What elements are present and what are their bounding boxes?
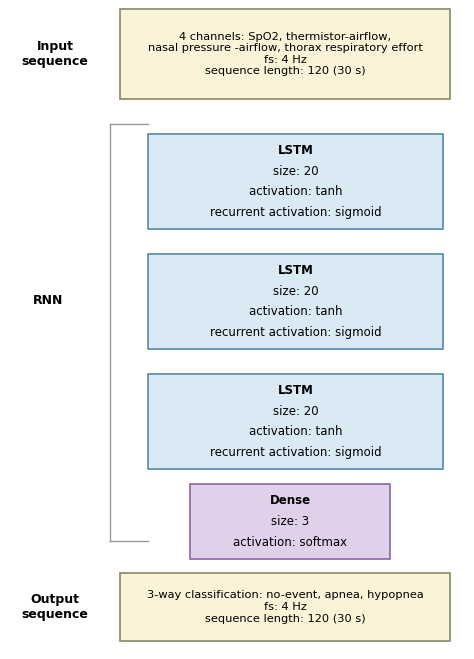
Text: recurrent activation: sigmoid: recurrent activation: sigmoid [210, 446, 381, 459]
Text: LSTM: LSTM [278, 384, 313, 397]
FancyBboxPatch shape [148, 374, 443, 469]
Text: size: 20: size: 20 [273, 165, 319, 178]
FancyBboxPatch shape [148, 134, 443, 229]
Text: size: 3: size: 3 [271, 515, 309, 528]
Text: Input
sequence: Input sequence [21, 40, 89, 68]
Text: Output
sequence: Output sequence [21, 593, 89, 621]
Text: LSTM: LSTM [278, 144, 313, 157]
Text: activation: tanh: activation: tanh [249, 185, 342, 198]
Text: size: 20: size: 20 [273, 285, 319, 298]
FancyBboxPatch shape [190, 484, 390, 559]
Text: 3-way classification: no-event, apnea, hypopnea
fs: 4 Hz
sequence length: 120 (3: 3-way classification: no-event, apnea, h… [146, 590, 423, 623]
Text: size: 20: size: 20 [273, 405, 319, 418]
Text: activation: softmax: activation: softmax [233, 536, 347, 549]
Text: activation: tanh: activation: tanh [249, 305, 342, 318]
Text: recurrent activation: sigmoid: recurrent activation: sigmoid [210, 326, 381, 339]
FancyBboxPatch shape [148, 254, 443, 349]
Text: recurrent activation: sigmoid: recurrent activation: sigmoid [210, 206, 381, 219]
Text: LSTM: LSTM [278, 264, 313, 277]
FancyBboxPatch shape [120, 573, 450, 641]
Text: Dense: Dense [269, 494, 310, 507]
Text: 4 channels: SpO2, thermistor-airflow,
nasal pressure -airflow, thorax respirator: 4 channels: SpO2, thermistor-airflow, na… [147, 32, 422, 76]
Text: RNN: RNN [33, 295, 63, 308]
FancyBboxPatch shape [120, 9, 450, 99]
Text: activation: tanh: activation: tanh [249, 425, 342, 438]
